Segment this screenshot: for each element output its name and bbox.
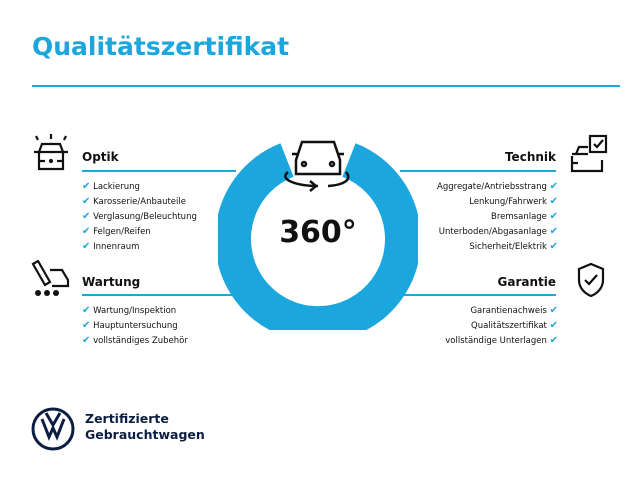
check-icon: ✔ bbox=[82, 181, 91, 192]
car-check-icon bbox=[570, 134, 608, 173]
wartung-list: ✔ Wartung/Inspektion ✔ Hauptuntersuchung… bbox=[82, 303, 188, 348]
check-icon: ✔ bbox=[549, 196, 558, 207]
ring bbox=[218, 143, 418, 330]
check-icon: ✔ bbox=[82, 305, 91, 316]
list-item: Aggregate/Antriebsstrang ✔ bbox=[437, 181, 558, 192]
list-item: Sicherheit/Elektrik ✔ bbox=[469, 241, 558, 252]
check-icon: ✔ bbox=[82, 241, 91, 252]
list-item: ✔ Hauptuntersuchung bbox=[82, 320, 178, 331]
list-item: ✔ Wartung/Inspektion bbox=[82, 305, 177, 316]
car-rotate-icon bbox=[284, 140, 350, 192]
list-item: ✔ Felgen/Reifen bbox=[82, 226, 151, 237]
car-lights-icon bbox=[34, 134, 68, 171]
360-label: 360° bbox=[279, 215, 357, 250]
optik-heading: Optik bbox=[82, 150, 119, 164]
list-item: ✔ Lackierung bbox=[82, 181, 140, 192]
service-tool-icon bbox=[31, 260, 70, 296]
list-item: ✔ Karosserie/Anbauteile bbox=[82, 196, 186, 207]
list-item: Lenkung/Fahrwerk ✔ bbox=[469, 196, 558, 207]
title-divider bbox=[32, 85, 620, 87]
list-item: ✔ vollständiges Zubehör bbox=[82, 335, 188, 346]
list-item: vollständige Unterlagen ✔ bbox=[445, 335, 558, 346]
check-icon: ✔ bbox=[549, 226, 558, 237]
check-icon: ✔ bbox=[549, 335, 558, 346]
wartung-heading: Wartung bbox=[82, 275, 141, 289]
garantie-list: Garantienachweis ✔ Qualitätszertifikat ✔… bbox=[445, 303, 558, 348]
optik-list: ✔ Lackierung ✔ Karosserie/Anbauteile ✔ V… bbox=[82, 179, 197, 254]
check-icon: ✔ bbox=[82, 320, 91, 331]
vw-logo bbox=[31, 407, 75, 451]
technik-heading: Technik bbox=[504, 150, 556, 164]
list-item: ✔ Verglasung/Beleuchtung bbox=[82, 211, 197, 222]
check-icon: ✔ bbox=[549, 181, 558, 192]
garantie-heading: Garantie bbox=[497, 275, 557, 289]
technik-divider bbox=[400, 170, 556, 172]
garantie-divider bbox=[400, 294, 556, 296]
check-icon: ✔ bbox=[549, 305, 558, 316]
360-check-emblem: Gebrauchtwagen-Check 360° bbox=[218, 120, 418, 330]
optik-divider bbox=[82, 170, 236, 172]
shield-check-icon bbox=[577, 262, 605, 298]
check-icon: ✔ bbox=[82, 196, 91, 207]
brand-text: Zertifizierte Gebrauchtwagen bbox=[85, 411, 205, 442]
check-icon: ✔ bbox=[82, 226, 91, 237]
list-item: Bremsanlage ✔ bbox=[491, 211, 558, 222]
page-title: Qualitätszertifikat bbox=[32, 32, 290, 61]
list-item: ✔ Innenraum bbox=[82, 241, 140, 252]
check-icon: ✔ bbox=[82, 211, 91, 222]
technik-list: Aggregate/Antriebsstrang ✔ Lenkung/Fahrw… bbox=[437, 179, 558, 254]
check-icon: ✔ bbox=[82, 335, 91, 346]
wartung-divider bbox=[82, 294, 236, 296]
list-item: Qualitätszertifikat ✔ bbox=[471, 320, 558, 331]
list-item: Unterboden/Abgasanlage ✔ bbox=[438, 226, 558, 237]
check-icon: ✔ bbox=[549, 211, 558, 222]
list-item: Garantienachweis ✔ bbox=[470, 305, 558, 316]
check-icon: ✔ bbox=[549, 241, 558, 252]
check-icon: ✔ bbox=[549, 320, 558, 331]
